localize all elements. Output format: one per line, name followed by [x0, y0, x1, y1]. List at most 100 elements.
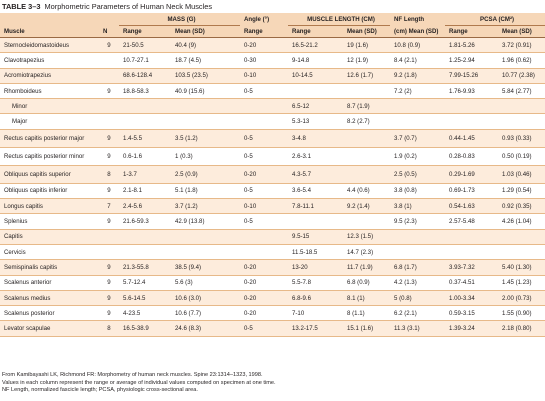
- cell-n: 9: [99, 129, 119, 148]
- cell-pcsa-range: 0.37-4.51: [445, 275, 499, 291]
- cell-pcsa-mean: 5.40 (1.30): [498, 259, 545, 276]
- cell-pcsa-range: 0.29-1.69: [445, 165, 499, 184]
- cell-mass-mean: 1 (0.3): [171, 147, 241, 166]
- cell-length-range: 16.5-21.2: [288, 37, 344, 54]
- cell-length-mean: [343, 165, 391, 184]
- cell-nf-length: 7.2 (2): [390, 83, 446, 100]
- cell-n: 9: [99, 275, 119, 291]
- cell-angle: [240, 244, 289, 261]
- cell-pcsa-range: 1.76-9.93: [445, 83, 499, 100]
- cell-n: 9: [99, 83, 119, 100]
- table-row: Levator scapulae 8 16.5-38.9 24.6 (8.3) 0-5 1…: [0, 320, 545, 337]
- cell-mass-range: [119, 113, 171, 130]
- cell-pcsa-range: 0.28-0.83: [445, 147, 499, 166]
- cell-muscle: Semispinalis capitis: [0, 259, 99, 276]
- cell-mass-mean: 18.7 (4.5): [171, 52, 241, 69]
- cell-mass-mean: 40.4 (9): [171, 37, 241, 54]
- cell-length-range: 7.8-11.1: [288, 198, 344, 215]
- morphometric-table: MASS (G) Angle (°) MUSCLE LENGTH (CM) NF…: [0, 13, 545, 337]
- cell-mass-range: [119, 244, 171, 261]
- cell-nf-length: [390, 244, 446, 261]
- header-mass: MASS (G): [119, 13, 241, 26]
- cell-mass-range: [119, 98, 171, 115]
- header-nf-length-sd-label: (SD): [425, 27, 439, 35]
- cell-muscle: Capitis: [0, 229, 99, 245]
- table-row: Obliquus capitis inferior 9 2.1-8.1 5.1 (1.…: [0, 183, 545, 200]
- cell-mass-range: 2.1-8.1: [119, 183, 171, 200]
- cell-mass-range: 0.6-1.6: [119, 147, 171, 166]
- cell-nf-length: 3.7 (0.7): [390, 129, 446, 148]
- cell-n: 9: [99, 213, 119, 230]
- header-nf-length-line2: (cm) Mean (SD): [390, 25, 446, 38]
- cell-pcsa-range: [445, 98, 499, 115]
- cell-mass-mean: 103.5 (23.5): [171, 68, 241, 84]
- cell-mass-range: 10.7-27.1: [119, 52, 171, 69]
- cell-muscle: Cervicis: [0, 244, 99, 261]
- cell-pcsa-range: 0.54-1.63: [445, 198, 499, 215]
- cell-pcsa-mean: [498, 113, 545, 130]
- table-row: Scalenus anterior 9 5.7-12.4 5.6 (3) 0-20 5.5…: [0, 275, 545, 291]
- cell-mass-mean: [171, 113, 241, 130]
- cell-angle: 0-20: [240, 259, 289, 276]
- cell-nf-length: 8.4 (2.1): [390, 52, 446, 69]
- cell-n: [99, 113, 119, 130]
- cell-mass-mean: [171, 229, 241, 245]
- table-row: Cervicis 11.5-18.5 14.7 (2.3): [0, 244, 545, 261]
- cell-length-range: 10-14.5: [288, 68, 344, 84]
- cell-angle: 0-5: [240, 320, 289, 337]
- header-pcsa-range: Range: [445, 25, 499, 38]
- cell-angle: 0-10: [240, 68, 289, 84]
- cell-nf-length: [390, 113, 446, 130]
- cell-length-range: 13-20: [288, 259, 344, 276]
- cell-pcsa-range: 7.99-15.26: [445, 68, 499, 84]
- cell-length-range: 2.6-3.1: [288, 147, 344, 166]
- cell-mass-range: 21.6-59.3: [119, 213, 171, 230]
- cell-nf-length: 10.8 (0.9): [390, 37, 446, 54]
- cell-muscle: Rhomboideus: [0, 83, 99, 100]
- cell-nf-length: 1.9 (0.2): [390, 147, 446, 166]
- cell-muscle: Scalenus posterior: [0, 305, 99, 322]
- cell-n: 9: [99, 290, 119, 307]
- cell-muscle: Clavotrapezius: [0, 52, 99, 69]
- cell-n: 9: [99, 183, 119, 200]
- cell-mass-mean: 40.9 (15.6): [171, 83, 241, 100]
- table-number: TABLE 3–3: [2, 2, 41, 11]
- table-row: Clavotrapezius 10.7-27.1 18.7 (4.5) 0-30 9-1…: [0, 52, 545, 69]
- cell-n: 9: [99, 305, 119, 322]
- cell-mass-range: 4-23.5: [119, 305, 171, 322]
- cell-length-mean: 8.7 (1.9): [343, 98, 391, 115]
- cell-n: [99, 68, 119, 84]
- cell-length-range: 5.3-13: [288, 113, 344, 130]
- cell-length-range: 11.5-18.5: [288, 244, 344, 261]
- cell-n: 8: [99, 320, 119, 337]
- table-caption: TABLE 3–3 Morphometric Parameters of Huma…: [0, 0, 545, 13]
- cell-length-range: [288, 83, 344, 100]
- cell-angle: 0-20: [240, 290, 289, 307]
- cell-pcsa-range: 1.39-3.24: [445, 320, 499, 337]
- cell-pcsa-mean: 2.18 (0.80): [498, 320, 545, 337]
- cell-muscle: Rectus capitis posterior major: [0, 129, 99, 148]
- cell-angle: [240, 98, 289, 115]
- cell-length-mean: 19 (1.6): [343, 37, 391, 54]
- cell-pcsa-mean: [498, 244, 545, 261]
- cell-pcsa-mean: 2.00 (0.73): [498, 290, 545, 307]
- cell-length-mean: [343, 83, 391, 100]
- table-row: Scalenus posterior 9 4-23.5 10.6 (7.7) 0-20 7…: [0, 305, 545, 322]
- cell-pcsa-mean: 0.92 (0.35): [498, 198, 545, 215]
- cell-length-mean: 8.2 (2.7): [343, 113, 391, 130]
- cell-n: [99, 229, 119, 245]
- cell-pcsa-mean: 5.84 (2.77): [498, 83, 545, 100]
- cell-muscle: Longus capitis: [0, 198, 99, 215]
- cell-length-range: 3-4.8: [288, 129, 344, 148]
- header-pcsa: PCSA (CM²): [445, 13, 545, 26]
- cell-pcsa-mean: 1.29 (0.54): [498, 183, 545, 200]
- cell-length-range: 4.3-5.7: [288, 165, 344, 184]
- cell-pcsa-mean: 0.50 (0.19): [498, 147, 545, 166]
- table-row: Splenius 9 21.6-59.3 42.9 (13.8) 0-5 9.5 (2.3…: [0, 213, 545, 230]
- cell-pcsa-range: [445, 229, 499, 245]
- cell-angle: 0-30: [240, 52, 289, 69]
- cell-angle: 0-5: [240, 213, 289, 230]
- cell-mass-mean: 2.5 (0.9): [171, 165, 241, 184]
- cell-length-mean: [343, 129, 391, 148]
- cell-length-range: 9.5-15: [288, 229, 344, 245]
